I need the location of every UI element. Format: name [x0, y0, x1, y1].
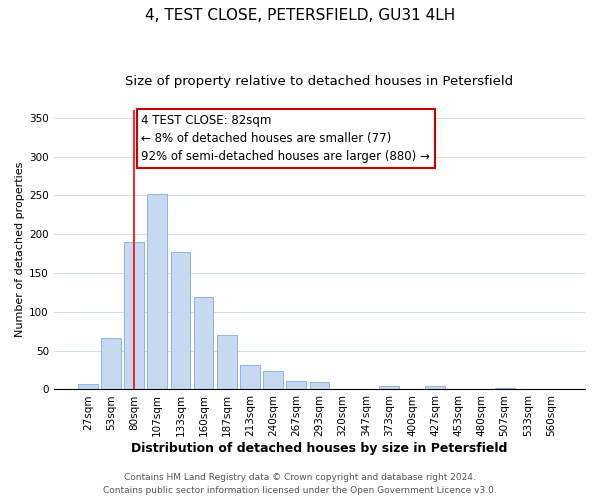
Bar	[148, 194, 167, 390]
Text: Contains HM Land Registry data © Crown copyright and database right 2024.
Contai: Contains HM Land Registry data © Crown c…	[103, 474, 497, 495]
Bar	[240, 366, 260, 390]
Text: 4, TEST CLOSE, PETERSFIELD, GU31 4LH: 4, TEST CLOSE, PETERSFIELD, GU31 4LH	[145, 8, 455, 22]
Bar	[495, 388, 515, 390]
Bar	[124, 242, 144, 390]
Bar	[379, 386, 399, 390]
Bar	[310, 382, 329, 390]
Bar	[170, 252, 190, 390]
Bar	[263, 371, 283, 390]
Bar	[541, 388, 561, 390]
Y-axis label: Number of detached properties: Number of detached properties	[15, 162, 25, 338]
Bar	[194, 297, 214, 390]
Bar	[425, 386, 445, 390]
X-axis label: Distribution of detached houses by size in Petersfield: Distribution of detached houses by size …	[131, 442, 508, 455]
Bar	[101, 338, 121, 390]
Bar	[286, 381, 306, 390]
Bar	[78, 384, 98, 390]
Text: 4 TEST CLOSE: 82sqm
← 8% of detached houses are smaller (77)
92% of semi-detache: 4 TEST CLOSE: 82sqm ← 8% of detached hou…	[142, 114, 430, 163]
Bar	[217, 335, 236, 390]
Title: Size of property relative to detached houses in Petersfield: Size of property relative to detached ho…	[125, 75, 514, 88]
